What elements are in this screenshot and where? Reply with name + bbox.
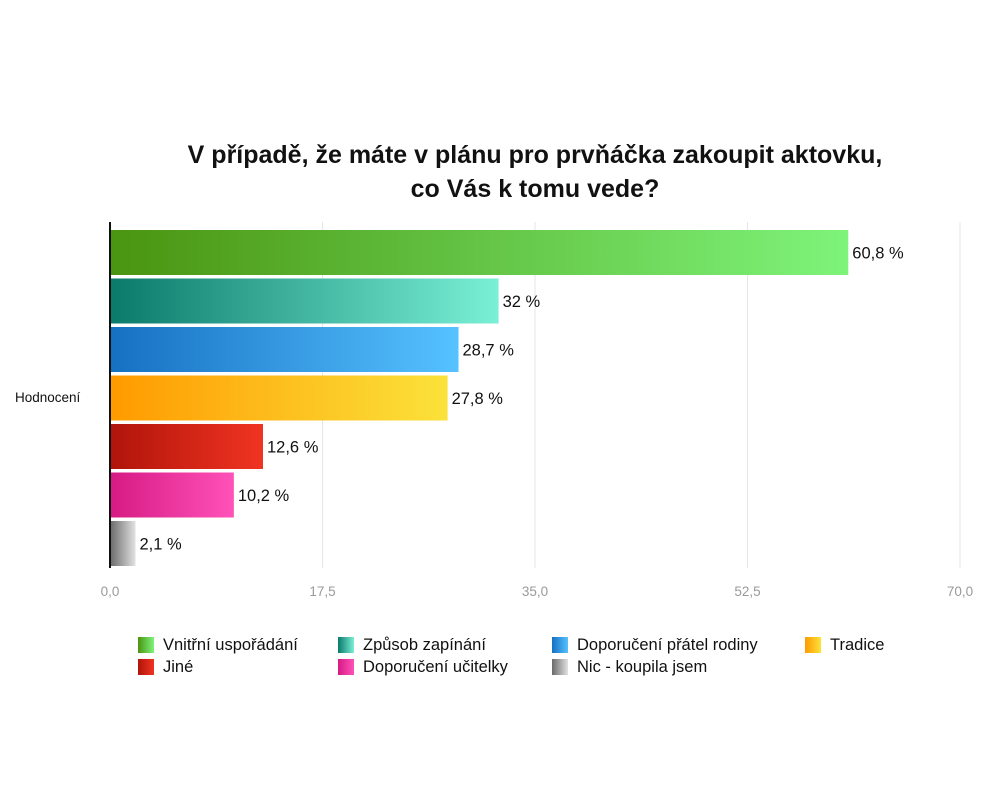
bar-4[interactable]	[110, 375, 448, 421]
legend-item[interactable]: Způsob zapínání	[338, 634, 486, 656]
x-axis-ticks: 0,0 17,5 35,0 52,5 70,0	[101, 584, 974, 599]
legend-item[interactable]: Nic - koupila jsem	[552, 656, 707, 678]
legend-swatch	[338, 659, 354, 675]
data-label: 10,2 %	[238, 487, 290, 505]
legend-swatch	[552, 637, 568, 653]
legend-item[interactable]: Jiné	[138, 656, 193, 678]
x-tick-label: 17,5	[309, 584, 335, 599]
legend-swatch	[552, 659, 568, 675]
legend-item[interactable]: Doporučení přátel rodiny	[552, 634, 758, 656]
legend-swatch	[338, 637, 354, 653]
legend-swatch	[805, 637, 821, 653]
data-labels: 60,8 % 32 % 28,7 % 27,8 % 12,6 % 10,2 % 2,1 %	[140, 245, 904, 554]
x-tick-label: 0,0	[101, 584, 120, 599]
bar-6[interactable]	[110, 472, 234, 518]
legend-item[interactable]: Doporučení učitelky	[338, 656, 508, 678]
legend-label: Doporučení přátel rodiny	[577, 635, 758, 654]
bars	[110, 230, 849, 566]
bar-3[interactable]	[110, 327, 459, 372]
legend-swatch	[138, 637, 154, 653]
x-tick-label: 35,0	[522, 584, 548, 599]
legend-label: Doporučení učitelky	[363, 657, 508, 676]
legend-label: Nic - koupila jsem	[577, 657, 708, 676]
legend-label: Způsob zapínání	[363, 635, 486, 654]
bar-2[interactable]	[110, 278, 499, 324]
legend-swatch	[138, 659, 154, 675]
bar-5[interactable]	[110, 424, 263, 469]
chart-title-line-2: co Vás k tomu vede?	[410, 175, 660, 203]
legend-label: Tradice	[830, 635, 885, 654]
data-label: 60,8 %	[852, 245, 904, 263]
data-label: 12,6 %	[267, 439, 319, 457]
bar-1[interactable]	[110, 230, 849, 275]
legend-label: Vnitřní uspořádání	[163, 635, 298, 654]
category-label: Hodnocení	[15, 390, 81, 405]
bar-7[interactable]	[110, 521, 136, 566]
data-label: 27,8 %	[452, 390, 504, 408]
chart-title-line-1: V případě, že máte v plánu pro prvňáčka …	[187, 141, 883, 169]
legend-label: Jiné	[163, 657, 194, 676]
data-label: 32 %	[503, 293, 541, 311]
chart-title: V případě, že máte v plánu pro prvňáčka …	[0, 138, 990, 206]
x-tick-label: 52,5	[734, 584, 760, 599]
legend-item[interactable]: Vnitřní uspořádání	[138, 634, 298, 656]
data-label: 28,7 %	[463, 342, 515, 360]
data-label: 2,1 %	[140, 536, 183, 554]
x-tick-label: 70,0	[947, 584, 973, 599]
legend-item[interactable]: Tradice	[805, 634, 884, 656]
